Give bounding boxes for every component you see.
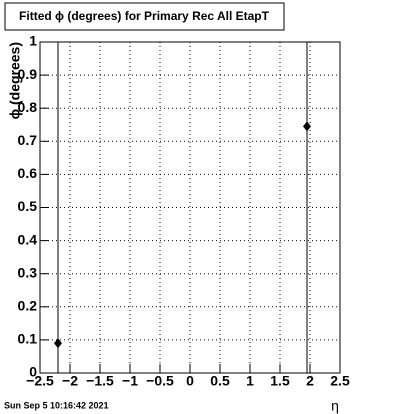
y-tick-label: 1	[29, 33, 37, 49]
x-tick-label: −0.5	[146, 373, 174, 389]
data-point	[303, 121, 311, 132]
y-tick-label: 0.3	[18, 264, 38, 280]
y-tick-label: 0.7	[18, 132, 38, 148]
x-tick-label: 0.5	[210, 373, 230, 389]
y-tick-label: 0.1	[18, 331, 38, 347]
y-axis-label: ϕ (degrees)	[7, 42, 23, 119]
x-tick-label: 1	[246, 373, 254, 389]
chart-title: Fitted ϕ (degrees) for Primary Rec All E…	[19, 9, 270, 23]
x-tick-label: 1.5	[270, 373, 290, 389]
x-tick-label: −1	[122, 373, 138, 389]
x-tick-label: −2.5	[26, 373, 54, 389]
y-tick-label: 0.2	[18, 298, 38, 314]
title-box	[4, 2, 285, 31]
x-tick-label: 0	[186, 373, 194, 389]
data-point	[54, 338, 62, 349]
x-axis-label: η	[331, 398, 339, 414]
x-tick-label: −2	[62, 373, 78, 389]
y-tick-label: 0.4	[18, 231, 38, 247]
y-tick-label: 0.5	[18, 198, 38, 214]
footer-date: Sun Sep 5 10:16:42 2021	[4, 400, 109, 410]
x-tick-label: 2.5	[330, 373, 350, 389]
y-tick-label: 0.6	[18, 165, 38, 181]
y-tick-label: 0.9	[18, 66, 38, 82]
x-tick-label: 2	[306, 373, 314, 389]
y-tick-label: 0	[29, 364, 37, 380]
y-tick-label: 0.8	[18, 99, 38, 115]
x-tick-label: −1.5	[86, 373, 114, 389]
